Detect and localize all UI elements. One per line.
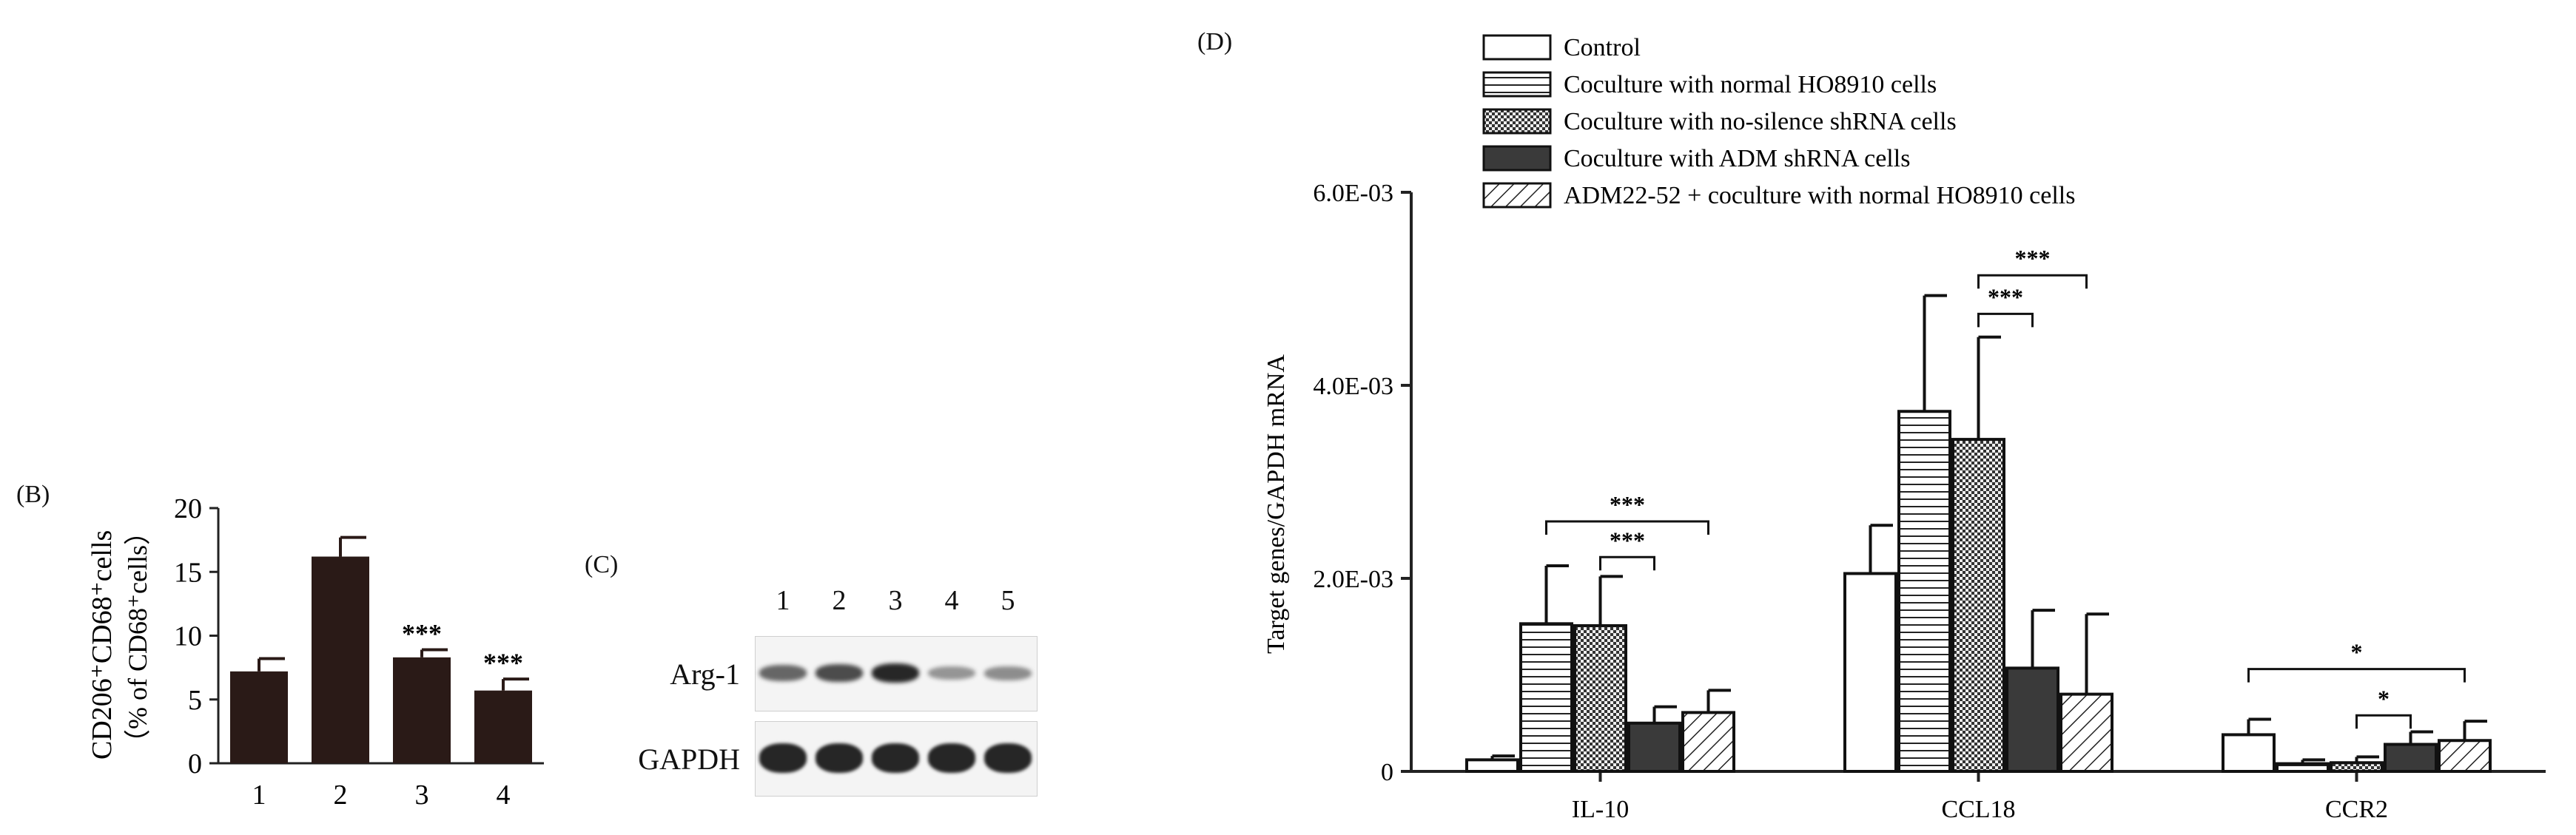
significance-bracket — [2247, 668, 2466, 683]
y-axis-label: CD206⁺CD68⁺cells — [87, 530, 118, 760]
blot-row-label: Arg-1 — [670, 657, 740, 691]
lane-number: 5 — [1001, 585, 1015, 616]
y-tick-label: 20 — [174, 493, 202, 524]
y-tick-label: 15 — [174, 557, 202, 588]
y-tick-label: 10 — [174, 621, 202, 652]
significance-bracket — [1977, 274, 2088, 289]
y-tick-label: 6.0E-03 — [1313, 180, 1393, 207]
bar — [1519, 622, 1573, 774]
western-blot: 1 2 3 4 5 Arg-1 GAPDH — [585, 584, 1206, 806]
significance-label: *** — [1610, 527, 1645, 553]
legend-swatch — [1482, 71, 1552, 98]
x-tick-label: 2 — [334, 780, 348, 811]
significance-bracket — [1977, 312, 2034, 328]
legend-label: Coculture with no-silence shRNA cells — [1564, 108, 1957, 135]
blot-band — [872, 743, 919, 773]
bar — [1843, 572, 1897, 773]
significance-bracket — [1545, 520, 1709, 535]
legend-swatch — [1482, 182, 1552, 209]
bar — [2222, 733, 2276, 773]
significance-bracket — [2355, 714, 2412, 729]
legend-label: Control — [1564, 34, 1641, 61]
y-tick-label: 2.0E-03 — [1313, 566, 1393, 593]
bar — [2276, 762, 2330, 774]
bar — [2438, 739, 2492, 773]
blot-band — [984, 743, 1032, 773]
blot-band — [928, 666, 975, 680]
blot-row-label: GAPDH — [638, 743, 740, 776]
bar — [230, 671, 288, 763]
x-tick-label: CCR2 — [2325, 796, 2388, 823]
blot-band — [759, 665, 807, 681]
lane-number: 1 — [776, 585, 790, 616]
legend-label: ADM22-52 + coculture with normal HO8910 … — [1564, 182, 2076, 209]
y-tick-label: 4.0E-03 — [1313, 373, 1393, 400]
significance-label: *** — [402, 618, 442, 648]
bar — [1573, 623, 1627, 773]
bar — [2059, 692, 2113, 773]
blot-band — [815, 664, 863, 682]
panel-b-letter: (B) — [16, 481, 50, 508]
bar — [2005, 666, 2059, 773]
y-tick-label: 0 — [188, 748, 202, 780]
bar — [312, 556, 369, 763]
bar — [2384, 743, 2438, 774]
y-tick-label: 5 — [188, 685, 202, 716]
legend-swatch — [1482, 34, 1552, 61]
significance-label: * — [2351, 639, 2363, 666]
significance-bracket — [1599, 555, 1655, 571]
x-tick-label: IL-10 — [1572, 796, 1629, 823]
bar — [393, 657, 451, 763]
x-tick-label: 4 — [497, 780, 511, 811]
panel-d-letter: (D) — [1197, 28, 1233, 55]
significance-label: *** — [483, 648, 523, 677]
y-axis-sublabel: （% of CD68⁺cells） — [123, 518, 152, 756]
blot-band — [984, 666, 1032, 680]
y-tick-label: 0 — [1381, 759, 1393, 786]
bar — [1681, 711, 1735, 774]
panel-d-chart: 0 2.0E-03 4.0E-03 6.0E-03 Target genes/GAPDH… — [1262, 34, 2546, 823]
significance-label: *** — [1988, 283, 2023, 310]
x-tick-label: 1 — [252, 780, 266, 811]
bar — [1951, 438, 2005, 774]
legend-label: Coculture with ADM shRNA cells — [1564, 145, 1910, 172]
bar — [1897, 410, 1951, 773]
lane-number: 4 — [944, 585, 959, 616]
blot-band — [928, 743, 975, 773]
bar — [1627, 721, 1681, 773]
y-axis-label: Target genes/GAPDH mRNA — [1262, 354, 1290, 654]
lane-number: 2 — [832, 585, 847, 616]
legend-label: Coculture with normal HO8910 cells — [1564, 71, 1937, 98]
legend-swatch — [1482, 145, 1552, 172]
panel-b-chart: 0 5 10 15 20 1 2 3 *** 4 *** CD206⁺CD68⁺cells （% of … — [87, 493, 544, 811]
blot-band — [872, 663, 919, 683]
panel-c-letter: (C) — [585, 551, 619, 578]
blot-band — [759, 743, 807, 773]
bar — [1465, 758, 1519, 773]
bar — [2330, 761, 2384, 774]
significance-label: *** — [2015, 245, 2051, 271]
x-tick-label: 3 — [415, 780, 429, 811]
significance-label: *** — [1610, 491, 1645, 518]
legend-swatch — [1482, 108, 1552, 135]
blot-band — [815, 743, 863, 773]
bar — [474, 690, 532, 763]
significance-label: * — [2378, 685, 2390, 711]
lane-number: 3 — [888, 585, 903, 616]
x-tick-label: CCL18 — [1941, 796, 2015, 823]
